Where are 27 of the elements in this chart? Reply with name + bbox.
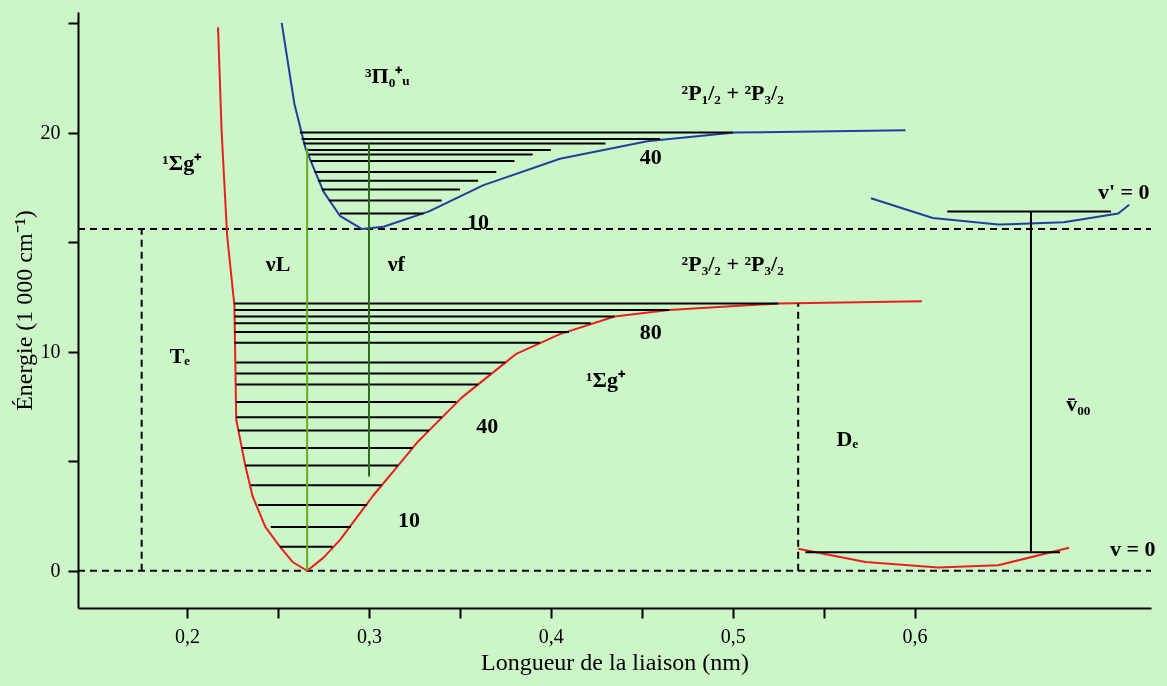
annotation: 40 bbox=[476, 413, 499, 439]
x-tick-label: 0,4 bbox=[538, 624, 564, 647]
annotation: ³Π₀⁺ᵤ bbox=[364, 62, 410, 88]
annotation: 10 bbox=[467, 209, 490, 235]
annotation: v̄₀₀ bbox=[1066, 391, 1091, 417]
annotation: 40 bbox=[639, 143, 662, 169]
annotation: ²P₃/₂ + ²P₃/₂ bbox=[681, 250, 785, 276]
annotation: ²P₁/₂ + ²P₃/₂ bbox=[681, 80, 785, 106]
annotation: νL bbox=[264, 250, 291, 276]
annotation: ¹Σg⁺ bbox=[162, 150, 203, 176]
x-tick-label: 0,5 bbox=[720, 624, 746, 647]
y-tick-label: 10 bbox=[40, 340, 61, 363]
y-tick-label: 20 bbox=[40, 121, 61, 144]
x-axis-title: Longueur de la liaison (nm) bbox=[481, 648, 749, 675]
x-tick-label: 0,6 bbox=[902, 624, 928, 647]
y-tick-label: 0 bbox=[50, 559, 61, 582]
annotation: v' = 0 bbox=[1097, 178, 1150, 204]
annotation: v = 0 bbox=[1110, 535, 1156, 561]
annotation: 10 bbox=[397, 507, 420, 533]
annotation: νf bbox=[386, 250, 406, 276]
y-axis-title: Énergie (1 000 cm⁻¹) bbox=[10, 210, 37, 411]
annotation: Tₑ bbox=[169, 343, 191, 369]
x-tick-label: 0,3 bbox=[356, 624, 382, 647]
x-tick-label: 0,2 bbox=[175, 624, 201, 647]
annotation: 80 bbox=[639, 318, 662, 344]
annotation: ¹Σg⁺ bbox=[585, 367, 626, 393]
annotation: Dₑ bbox=[836, 426, 859, 452]
